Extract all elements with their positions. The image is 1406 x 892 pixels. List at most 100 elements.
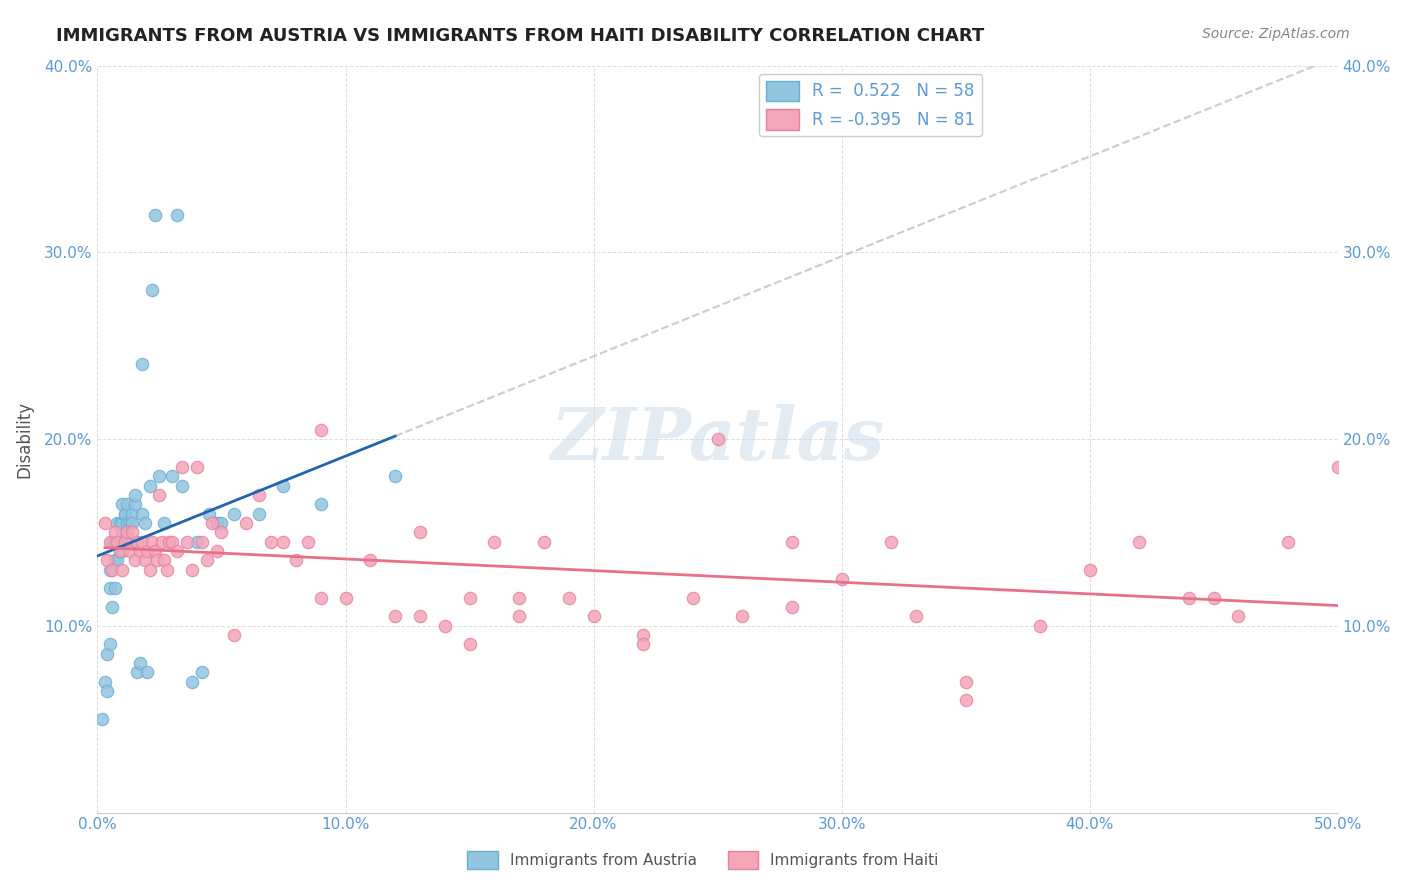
Point [484,534,506,549]
Point [115,498,138,512]
Point [176,534,198,549]
Point [111,525,134,540]
Point [186,460,208,475]
Point [384,469,406,483]
Point [104,534,127,549]
Point [631,638,654,652]
Point [94,674,117,689]
Point [131,357,153,371]
Point [148,469,170,483]
Point [309,591,332,605]
Point [180,563,202,577]
Point [955,693,977,707]
Point [190,665,212,680]
Point [166,208,188,222]
Point [128,544,150,558]
Point [105,553,128,567]
Text: Source: ZipAtlas.com: Source: ZipAtlas.com [1202,27,1350,41]
Point [458,638,481,652]
Point [124,488,146,502]
Point [124,498,146,512]
Text: IMMIGRANTS FROM AUSTRIA VS IMMIGRANTS FROM HAITI DISABILITY CORRELATION CHART: IMMIGRANTS FROM AUSTRIA VS IMMIGRANTS FR… [56,27,984,45]
Point [98,582,121,596]
Point [1078,563,1101,577]
Point [104,525,127,540]
Point [96,684,118,698]
Point [134,516,156,530]
Point [284,553,307,567]
Point [114,534,136,549]
Point [150,534,173,549]
Point [104,582,127,596]
Point [508,591,530,605]
Point [508,609,530,624]
Point [1227,609,1250,624]
Point [831,572,853,586]
Point [143,544,166,558]
Point [180,674,202,689]
Point [222,628,245,642]
Point [105,516,128,530]
Point [118,534,141,549]
Point [156,563,179,577]
Point [335,591,357,605]
Point [235,516,257,530]
Point [111,544,134,558]
Point [1326,460,1348,475]
Point [458,591,481,605]
Point [1277,534,1299,549]
Point [247,507,270,521]
Point [359,553,381,567]
Point [136,544,159,558]
Point [166,544,188,558]
Point [582,609,605,624]
Point [153,553,176,567]
Point [138,563,160,577]
Point [297,534,319,549]
Point [409,609,432,624]
Point [384,609,406,624]
Point [211,516,233,530]
Point [111,516,134,530]
Point [631,628,654,642]
Point [108,516,131,530]
Point [115,516,138,530]
Point [131,507,153,521]
Point [186,534,208,549]
Point [273,534,295,549]
Point [1202,591,1225,605]
Point [247,488,270,502]
Point [160,469,183,483]
Y-axis label: Disability: Disability [15,401,32,477]
Point [121,507,143,521]
Point [114,534,136,549]
Point [780,600,803,615]
Point [160,534,183,549]
Point [124,553,146,567]
Point [200,516,222,530]
Point [127,534,149,549]
Point [409,525,432,540]
Point [127,665,149,680]
Point [94,516,117,530]
Point [114,507,136,521]
Text: ZIPatlas: ZIPatlas [551,403,884,475]
Point [205,544,228,558]
Point [1178,591,1201,605]
Point [222,507,245,521]
Point [904,609,927,624]
Point [273,479,295,493]
Point [731,609,754,624]
Point [211,525,233,540]
Point [98,638,121,652]
Point [558,591,581,605]
Point [114,507,136,521]
Point [153,516,176,530]
Point [157,534,180,549]
Legend: Immigrants from Austria, Immigrants from Haiti: Immigrants from Austria, Immigrants from… [461,845,945,875]
Point [309,423,332,437]
Point [108,534,131,549]
Point [433,619,456,633]
Point [141,534,163,549]
Point [128,656,150,670]
